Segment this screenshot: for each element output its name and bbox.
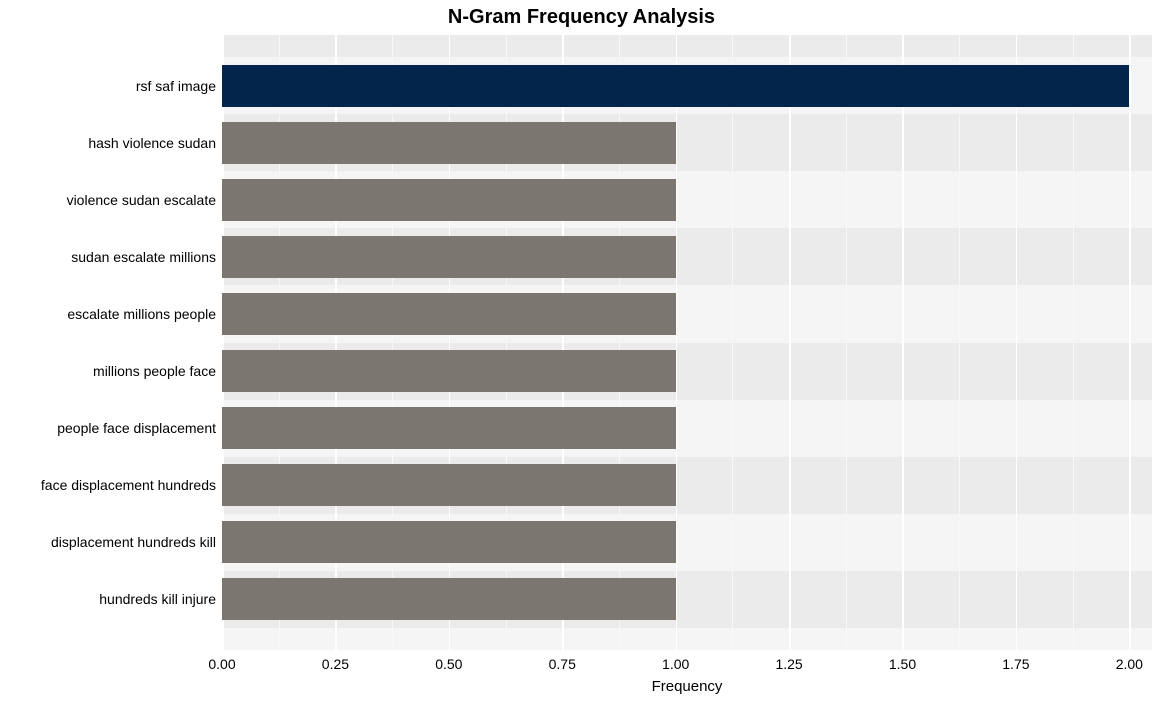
y-tick-label: rsf saf image <box>136 78 216 94</box>
bar <box>222 578 676 620</box>
gridline-major <box>1129 35 1131 650</box>
x-tick-label: 0.00 <box>208 656 235 672</box>
y-tick-label: millions people face <box>93 363 216 379</box>
chart-title: N-Gram Frequency Analysis <box>0 6 1163 29</box>
x-tick-label: 0.75 <box>549 656 576 672</box>
bar <box>222 65 1129 107</box>
x-tick-label: 1.75 <box>1002 656 1029 672</box>
bar <box>222 293 676 335</box>
gridline-major <box>1016 35 1018 650</box>
x-tick-label: 0.50 <box>435 656 462 672</box>
gridline-minor <box>1073 35 1074 650</box>
y-tick-label: violence sudan escalate <box>67 192 216 208</box>
gridline-major <box>789 35 791 650</box>
gridline-minor <box>732 35 733 650</box>
bar <box>222 464 676 506</box>
panel-stripe <box>222 628 1152 650</box>
x-tick-label: 0.25 <box>322 656 349 672</box>
y-tick-label: hash violence sudan <box>88 135 216 151</box>
gridline-major <box>676 35 678 650</box>
y-tick-label: people face displacement <box>57 420 216 436</box>
bar <box>222 122 676 164</box>
y-tick-label: sudan escalate millions <box>71 249 216 265</box>
gridline-minor <box>846 35 847 650</box>
bar <box>222 407 676 449</box>
x-tick-label: 1.00 <box>662 656 689 672</box>
ngram-frequency-chart: N-Gram Frequency Analysis 0.000.250.500.… <box>0 0 1163 701</box>
gridline-minor <box>959 35 960 650</box>
y-tick-label: hundreds kill injure <box>99 591 216 607</box>
gridline-major <box>902 35 904 650</box>
plot-area: 0.000.250.500.751.001.251.501.752.00rsf … <box>222 35 1152 650</box>
panel-stripe <box>222 35 1152 57</box>
bar <box>222 521 676 563</box>
y-tick-label: escalate millions people <box>67 306 216 322</box>
bar <box>222 236 676 278</box>
x-tick-label: 1.25 <box>775 656 802 672</box>
x-axis-title: Frequency <box>222 678 1152 695</box>
x-tick-label: 1.50 <box>889 656 916 672</box>
bar <box>222 179 676 221</box>
y-tick-label: face displacement hundreds <box>41 477 216 493</box>
x-tick-label: 2.00 <box>1116 656 1143 672</box>
y-tick-label: displacement hundreds kill <box>51 534 216 550</box>
bar <box>222 350 676 392</box>
